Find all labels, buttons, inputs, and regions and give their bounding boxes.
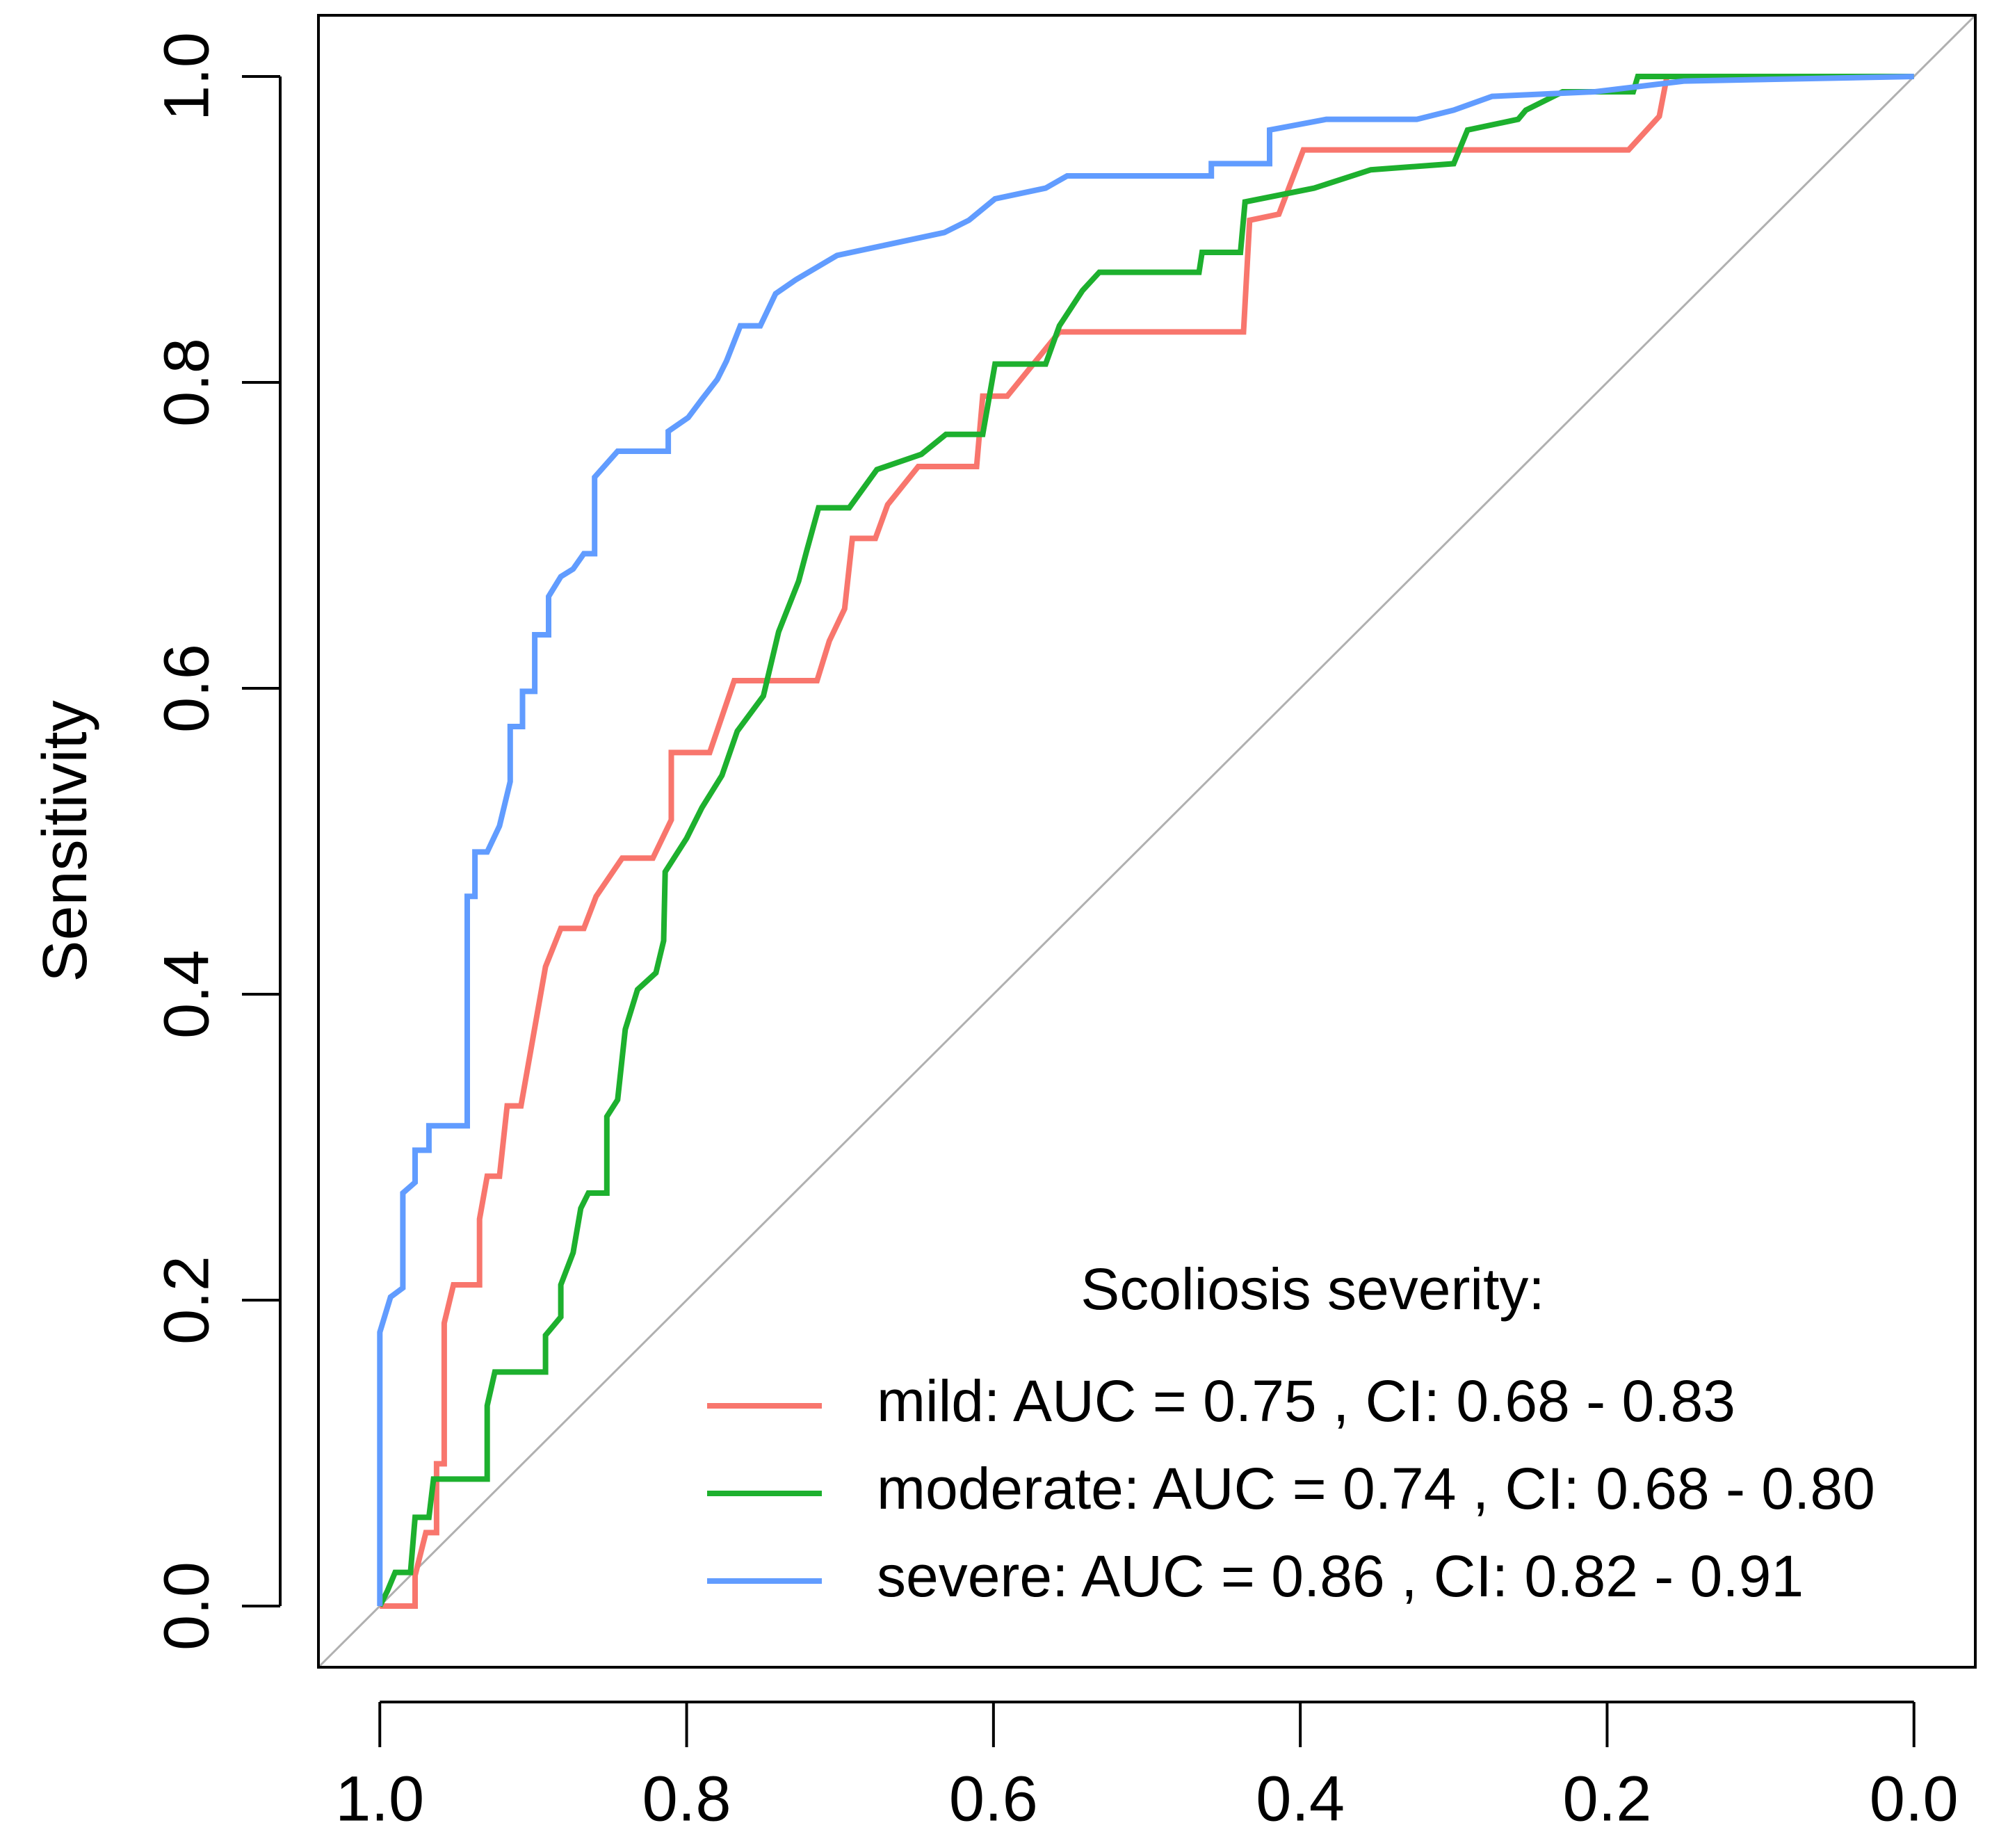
x-tick-label: 0.6 <box>949 1763 1038 1834</box>
legend-label: severe: AUC = 0.86 , CI: 0.82 - 0.91 <box>877 1543 1804 1609</box>
x-tick-label: 0.2 <box>1562 1763 1651 1834</box>
y-tick-label: 0.2 <box>151 1256 222 1345</box>
y-tick-label: 0.0 <box>151 1562 222 1651</box>
legend-label: mild: AUC = 0.75 , CI: 0.68 - 0.83 <box>877 1368 1735 1434</box>
y-tick-label: 1.0 <box>151 32 222 121</box>
y-tick-label: 0.4 <box>151 950 222 1039</box>
y-axis-label: Sensitivity <box>31 700 100 982</box>
roc-curve <box>377 74 1914 1606</box>
x-tick-label: 0.0 <box>1870 1763 1959 1834</box>
x-tick-label: 0.8 <box>642 1763 731 1834</box>
x-tick-label: 1.0 <box>335 1763 424 1834</box>
y-tick-label: 0.8 <box>151 338 222 427</box>
legend-title: Scoliosis severity: <box>1080 1256 1545 1322</box>
roc-curve <box>377 74 1914 1607</box>
y-tick-label: 0.6 <box>151 644 222 733</box>
plot-frame <box>317 14 1977 1669</box>
reference-line <box>317 14 1977 1669</box>
x-tick-label: 0.4 <box>1256 1763 1345 1834</box>
roc-curve <box>380 74 1914 1609</box>
legend-label: moderate: AUC = 0.74 , CI: 0.68 - 0.80 <box>877 1456 1875 1521</box>
